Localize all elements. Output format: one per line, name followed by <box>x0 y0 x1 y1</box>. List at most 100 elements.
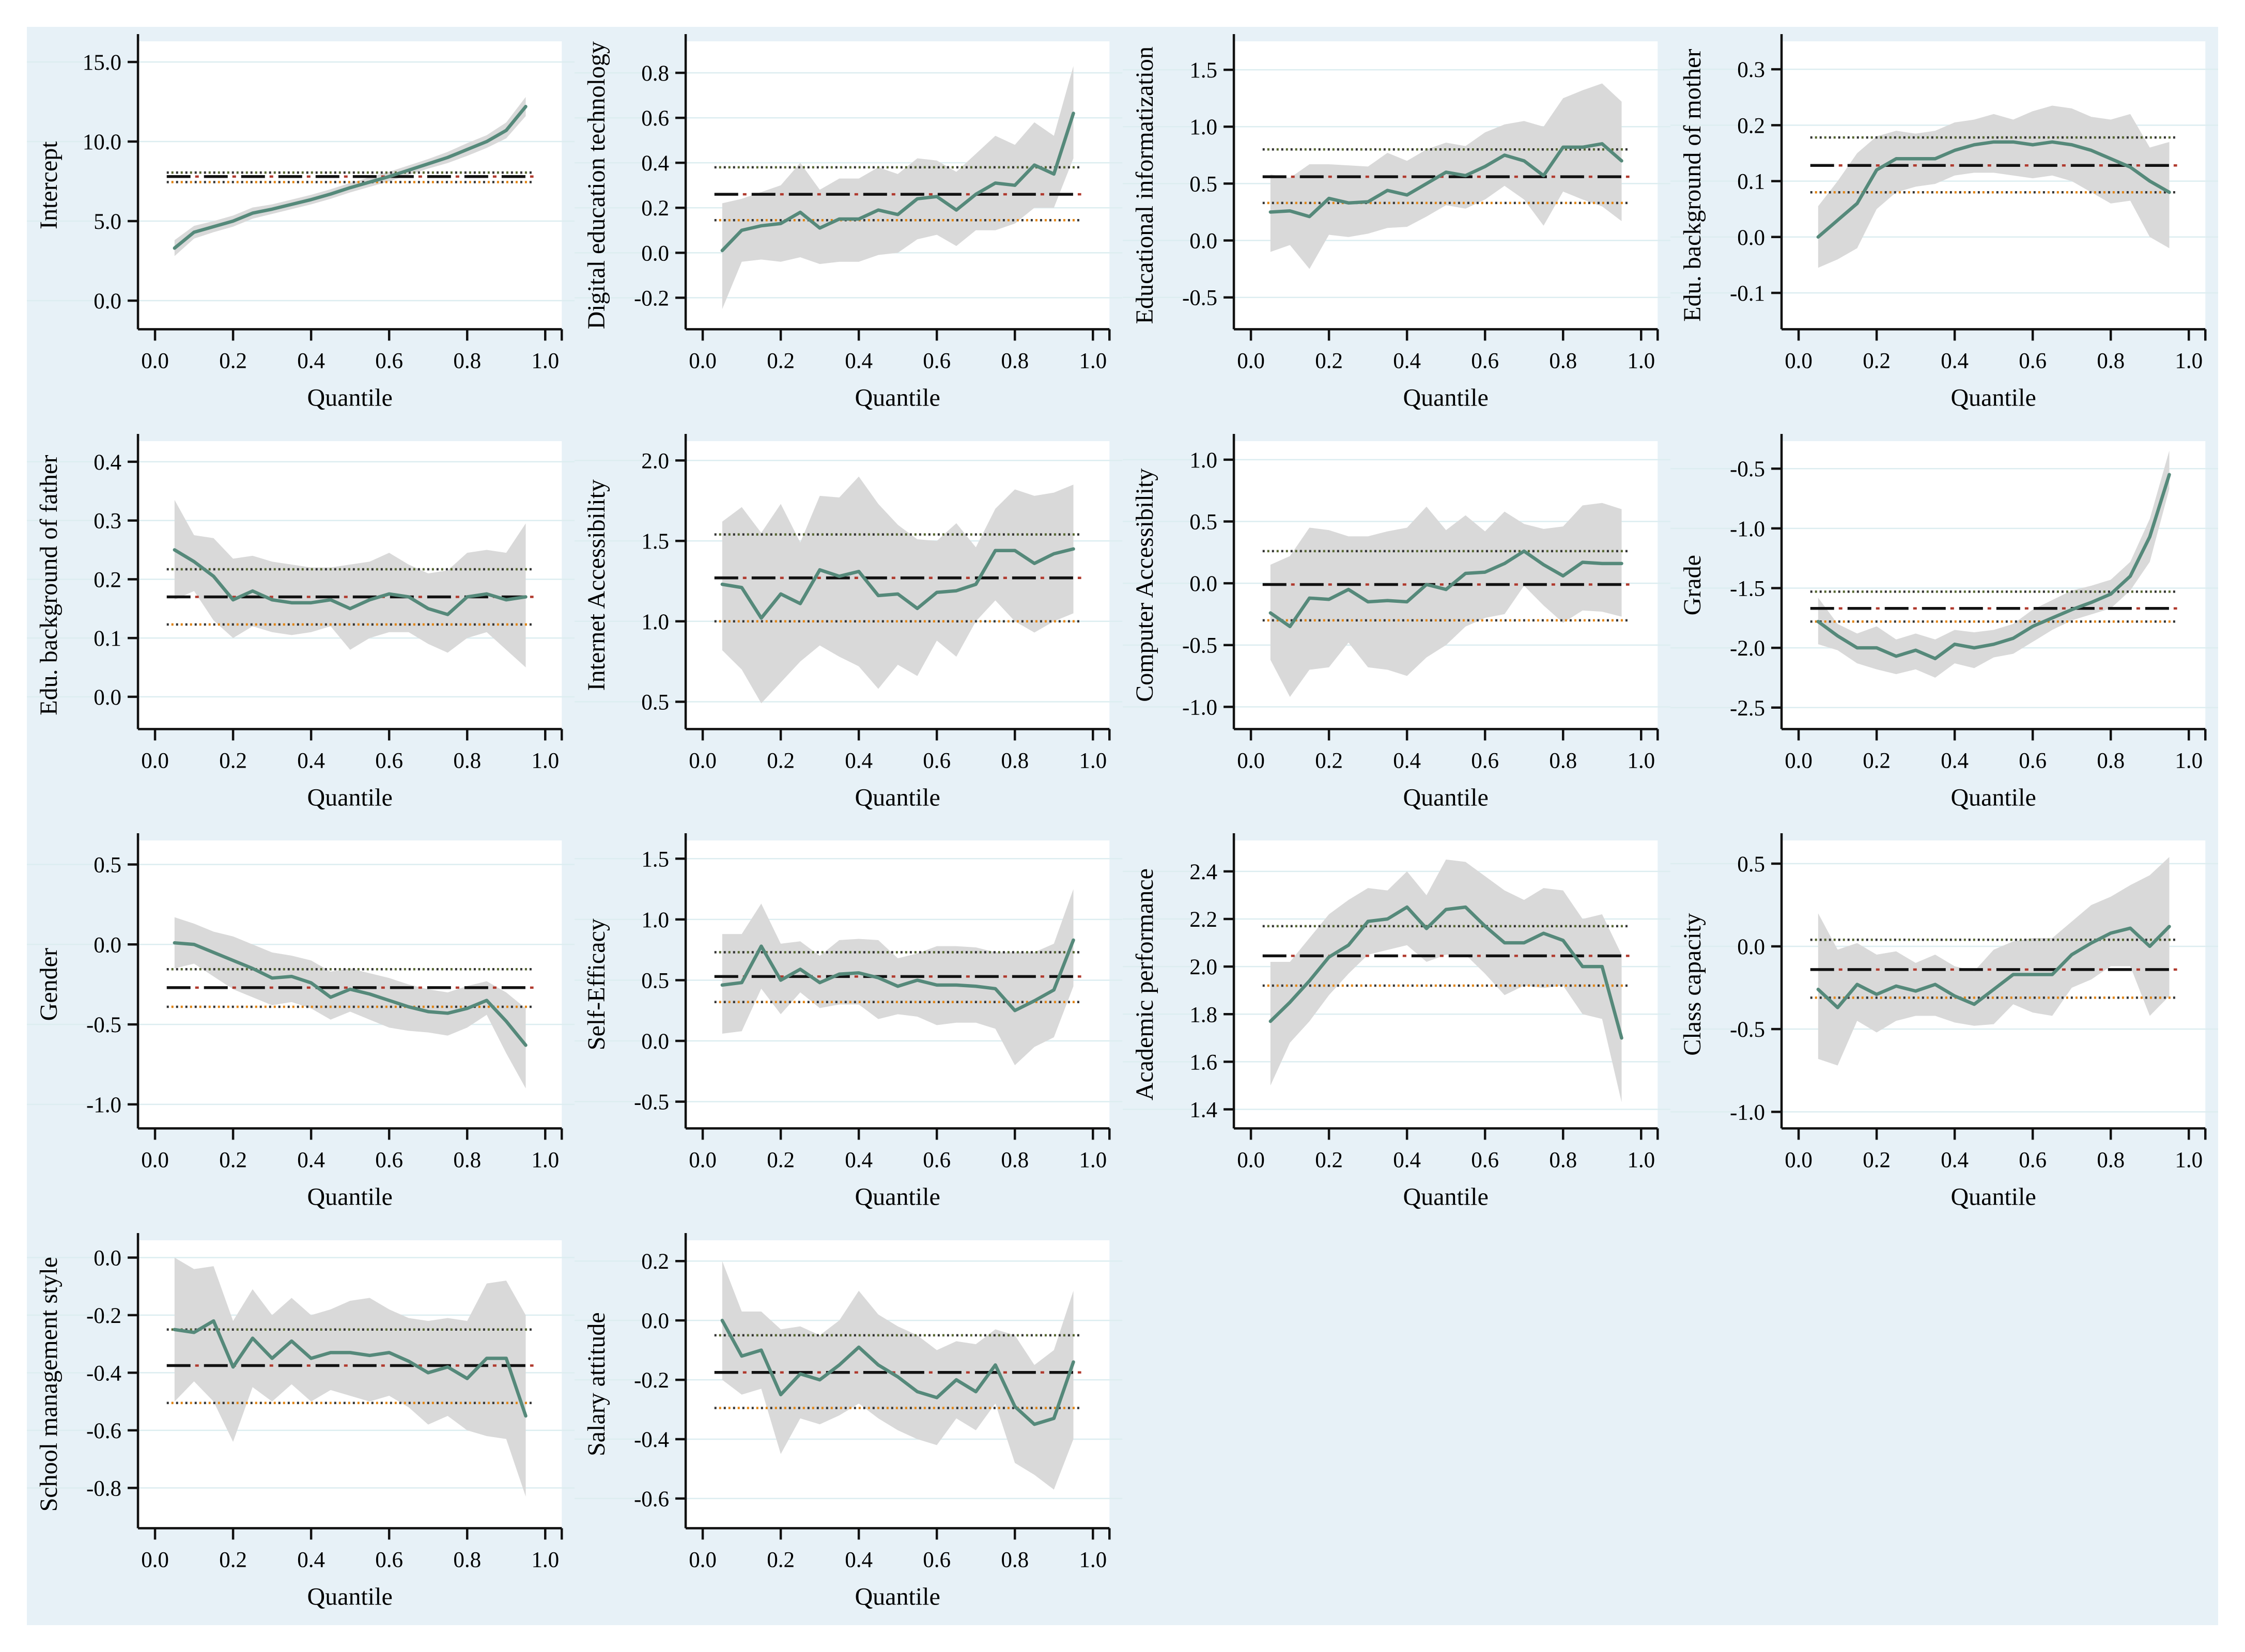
x-tick-label: 0.4 <box>1393 749 1421 773</box>
subplot-class-capacity: -1.0 -0.5 0.0 0.5 0.0 0.2 0.4 0.6 0.8 1.0 Quantile… <box>1670 826 2218 1226</box>
x-tick-label: 0.4 <box>297 1548 325 1572</box>
subplot-svg-salary-attitude: -0.6 -0.4 -0.2 0.0 0.2 0.0 0.2 0.4 0.6 0.8 1.0 Quan… <box>575 1233 1123 1610</box>
x-tick-label: 0.6 <box>2019 349 2047 373</box>
x-tick-label: 0.8 <box>1001 749 1029 773</box>
x-tick-label: 0.0 <box>689 1548 717 1572</box>
quantile-estimate-line <box>720 112 1075 253</box>
x-tick-label: 0.8 <box>1549 1148 1577 1172</box>
subplot-grade: -2.5 -2.0 -1.5 -1.0 -0.5 0.0 0.2 0.4 0.6 0.8 1.0 Qu… <box>1670 427 2218 827</box>
y-axis-title: School management style <box>35 1256 63 1511</box>
x-tick-label: 0.2 <box>219 1148 247 1172</box>
x-tick-label: 0.8 <box>453 749 481 773</box>
x-tick-label: 0.0 <box>689 1148 717 1172</box>
x-tick-label: 0.0 <box>1237 349 1265 373</box>
x-tick-label: 0.8 <box>453 349 481 373</box>
quantile-estimate-line <box>720 938 1075 1012</box>
y-tick-label: 0.0 <box>1189 229 1217 254</box>
x-tick-label: 0.8 <box>2097 1148 2125 1172</box>
subplot-svg-academic-performance: 1.4 1.6 1.8 2.0 2.2 2.4 0.0 0.2 0.4 0.6 0.8 1.0 Quan… <box>1122 833 1670 1210</box>
y-tick-label: -2.0 <box>1730 636 1765 661</box>
y-axis-title: Academic performance <box>1131 868 1158 1100</box>
x-tick-label: 0.0 <box>1785 349 1813 373</box>
y-tick-label: 1.0 <box>1189 448 1217 472</box>
confidence-band <box>1270 859 1621 1102</box>
x-tick-label: 0.2 <box>1315 1148 1343 1172</box>
x-tick-label: 0.8 <box>1549 749 1577 773</box>
confidence-band <box>722 66 1074 309</box>
subplot-edu-background-of-mother: -0.1 0.0 0.1 0.2 0.3 0.0 0.2 0.4 0.6 0.8 1.0 Quanti… <box>1670 27 2218 427</box>
x-tick-label: 1.0 <box>531 749 559 773</box>
confidence-band <box>722 476 1074 704</box>
y-tick-label: 1.8 <box>1189 1003 1217 1027</box>
y-axis-title: Computer Accessibility <box>1131 468 1158 702</box>
x-tick-label: 0.4 <box>1393 349 1421 373</box>
confidence-band <box>722 889 1074 1066</box>
y-tick-label: 0.6 <box>642 106 670 131</box>
x-axis-title: Quantile <box>1403 784 1488 811</box>
y-axis-title: Educational informatization <box>1131 46 1158 324</box>
y-tick-label: 0.0 <box>642 241 670 266</box>
quantile-estimate-line <box>173 1319 528 1417</box>
x-tick-label: 0.4 <box>1393 1148 1421 1172</box>
y-tick-label: 0.8 <box>642 61 670 86</box>
confidence-band <box>1818 450 2170 678</box>
x-tick-label: 1.0 <box>2175 1148 2203 1172</box>
y-tick-label: 0.5 <box>642 690 670 714</box>
x-tick-label: 0.0 <box>141 1148 169 1172</box>
confidence-band <box>1270 83 1621 269</box>
x-tick-label: 0.4 <box>845 1148 873 1172</box>
y-tick-label: -0.2 <box>86 1303 121 1328</box>
x-tick-label: 0.4 <box>845 349 873 373</box>
y-tick-label: 0.5 <box>1189 510 1217 534</box>
subplot-digital-education-technology: -0.2 0.0 0.2 0.4 0.6 0.8 0.0 0.2 0.4 0.6 0.8 1.0 Qua… <box>575 27 1123 427</box>
y-axis-title: Self-Efficacy <box>583 918 610 1050</box>
quantile-estimate-line <box>1268 549 1623 628</box>
x-tick-label: 0.0 <box>1237 749 1265 773</box>
x-tick-label: 0.2 <box>1863 749 1891 773</box>
subplot-academic-performance: 1.4 1.6 1.8 2.0 2.2 2.4 0.0 0.2 0.4 0.6 0.8 1.0 Quan… <box>1122 826 1670 1226</box>
y-tick-label: 0.4 <box>642 151 670 176</box>
y-tick-label: 0.5 <box>642 969 670 993</box>
y-tick-label: -0.6 <box>86 1419 121 1443</box>
x-axis-title: Quantile <box>1403 1183 1488 1210</box>
quantile-estimate-line <box>173 548 528 616</box>
y-tick-label: 0.0 <box>94 289 121 314</box>
x-axis-title: Quantile <box>855 1583 940 1610</box>
x-tick-label: 0.6 <box>923 749 951 773</box>
y-tick-label: -1.0 <box>1730 517 1765 541</box>
x-tick-label: 0.6 <box>2019 749 2047 773</box>
x-tick-label: 0.8 <box>453 1548 481 1572</box>
y-tick-label: 0.2 <box>642 196 670 221</box>
y-axis-title: Digital education technology <box>583 41 610 329</box>
y-tick-label: -0.1 <box>1730 282 1765 306</box>
y-tick-label: 0.0 <box>642 1030 670 1054</box>
x-tick-label: 0.8 <box>1549 349 1577 373</box>
x-tick-label: 0.4 <box>845 749 873 773</box>
y-tick-label: -0.5 <box>1730 457 1765 481</box>
x-tick-label: 0.4 <box>845 1548 873 1572</box>
y-tick-label: -0.2 <box>634 286 669 310</box>
x-tick-label: 1.0 <box>1079 749 1107 773</box>
confidence-band <box>174 1257 526 1497</box>
x-tick-label: 0.4 <box>1941 749 1969 773</box>
x-tick-label: 0.0 <box>141 349 169 373</box>
subplot-internet-accessibility: 0.5 1.0 1.5 2.0 0.0 0.2 0.4 0.6 0.8 1.0 Quantile In… <box>575 427 1123 827</box>
x-axis-title: Quantile <box>1950 1183 2036 1210</box>
y-tick-label: 2.2 <box>1189 908 1217 932</box>
x-tick-label: 1.0 <box>1079 1148 1107 1172</box>
y-tick-label: 1.6 <box>1189 1050 1217 1074</box>
y-tick-label: -0.5 <box>1182 286 1217 310</box>
plot-area <box>1781 441 2205 729</box>
y-tick-label: -1.0 <box>86 1093 121 1117</box>
y-tick-label: 0.3 <box>94 509 121 533</box>
x-tick-label: 0.2 <box>219 1548 247 1572</box>
y-axis-title: Salary attitude <box>583 1312 610 1456</box>
quantile-estimate-line <box>1816 925 2171 1009</box>
x-tick-label: 1.0 <box>1627 749 1655 773</box>
x-tick-label: 0.0 <box>689 749 717 773</box>
x-tick-label: 0.4 <box>297 349 325 373</box>
y-tick-label: -0.2 <box>634 1368 669 1393</box>
x-axis-title: Quantile <box>855 784 940 811</box>
x-axis-title: Quantile <box>855 1183 940 1210</box>
